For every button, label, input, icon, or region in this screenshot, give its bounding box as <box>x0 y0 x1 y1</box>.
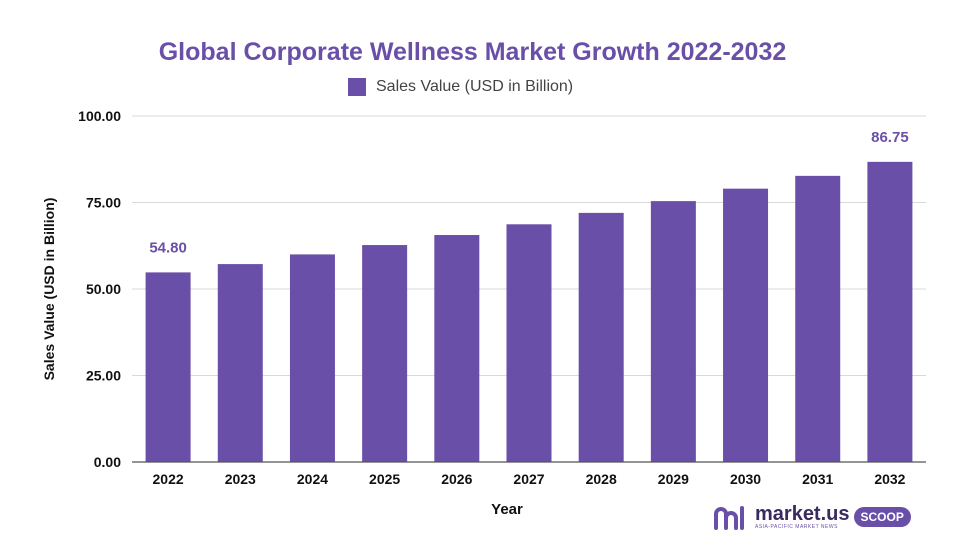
x-tick-label: 2028 <box>586 471 617 487</box>
bar <box>434 235 480 462</box>
x-tick-label: 2027 <box>513 471 544 487</box>
y-tick-label: 25.00 <box>86 368 121 384</box>
bar <box>289 254 335 462</box>
data-label: 86.75 <box>871 129 909 146</box>
y-tick-label: 100.00 <box>78 108 121 124</box>
x-tick-label: 2030 <box>730 471 761 487</box>
bar <box>867 161 913 462</box>
x-tick-label: 2032 <box>874 471 905 487</box>
bar <box>795 175 841 462</box>
legend-label: Sales Value (USD in Billion) <box>376 78 574 95</box>
legend: Sales Value (USD in Billion) <box>348 78 573 96</box>
x-tick-label: 2022 <box>153 471 184 487</box>
market-us-logo: market.us ASIA-PACIFIC MARKET NEWS SCOOP <box>713 502 911 532</box>
chart-title: Global Corporate Wellness Market Growth … <box>158 38 787 66</box>
y-tick-label: 75.00 <box>86 195 121 211</box>
data-label: 54.80 <box>149 239 187 256</box>
bar <box>650 201 696 462</box>
y-tick-label: 50.00 <box>86 281 121 297</box>
logo-tagline: ASIA-PACIFIC MARKET NEWS <box>755 524 838 530</box>
x-tick-label: 2023 <box>225 471 256 487</box>
bar <box>578 212 624 462</box>
bar <box>362 245 408 462</box>
market-us-logo-icon <box>714 506 744 530</box>
y-axis-title: Sales Value (USD in Billion) <box>41 198 57 381</box>
bar <box>506 224 552 462</box>
bar <box>217 264 263 462</box>
legend-swatch <box>348 78 366 96</box>
x-axis-title: Year <box>491 501 523 518</box>
logo-brand: market.us <box>755 503 850 525</box>
x-tick-label: 2029 <box>658 471 689 487</box>
x-tick-label: 2024 <box>297 471 328 487</box>
y-tick-label: 0.00 <box>94 454 121 470</box>
bar <box>145 272 191 462</box>
x-tick-label: 2025 <box>369 471 400 487</box>
logo-badge: SCOOP <box>853 507 911 527</box>
x-tick-label: 2026 <box>441 471 472 487</box>
bar <box>723 188 769 462</box>
x-tick-label: 2031 <box>802 471 833 487</box>
